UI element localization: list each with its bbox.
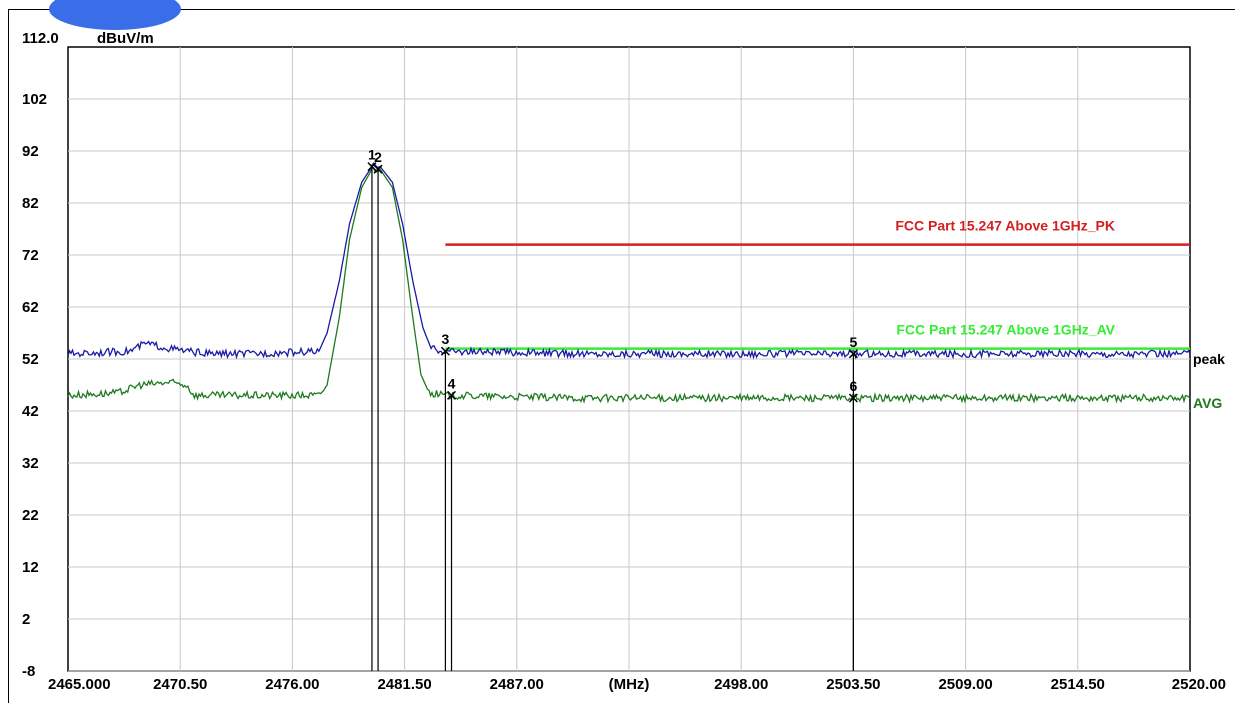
marker-label: 3 — [442, 331, 450, 347]
limit-line-label: FCC Part 15.247 Above 1GHz_AV — [896, 322, 1115, 338]
marker-cross — [373, 164, 383, 174]
series-label: peak — [1193, 351, 1225, 367]
y-tick-label: 72 — [22, 247, 39, 264]
x-tick-label: 2470.50 — [153, 676, 207, 693]
marker-cross — [367, 162, 377, 172]
grid — [68, 47, 1190, 672]
y-tick-label: 42 — [22, 403, 39, 420]
y-tick-label: -8 — [22, 663, 35, 680]
x-tick-label: 2476.00 — [265, 676, 319, 693]
x-tick-label: 2465.000 — [48, 676, 111, 693]
y-tick-label: 12 — [22, 559, 39, 576]
y-tick-label: 22 — [22, 507, 39, 524]
x-tick-label: 2514.50 — [1051, 676, 1105, 693]
marker-cross — [440, 346, 450, 356]
y-tick-label: 2 — [22, 611, 30, 628]
y-tick-label: 82 — [22, 195, 39, 212]
series-line-avg — [67, 166, 1191, 404]
marker-cross — [446, 390, 457, 400]
marker-label: 5 — [850, 334, 858, 350]
x-tick-label: 2509.00 — [938, 676, 992, 693]
marker-label: 4 — [448, 375, 456, 391]
chart-frame — [8, 0, 1235, 703]
marker-label: 2 — [374, 149, 382, 165]
y-top-label: 112.0 — [22, 30, 59, 47]
x-tick-label: 2487.00 — [490, 676, 544, 693]
marker-cross — [848, 349, 858, 359]
series-label: AVG — [1193, 395, 1222, 411]
markers: 12 3 4 5 6 — [367, 147, 858, 671]
y-tick-label: 62 — [22, 299, 39, 316]
marker-label: 1 — [368, 147, 376, 163]
series-lines: peak AVG — [67, 161, 1225, 411]
marker-label: 6 — [850, 378, 858, 394]
x-tick-label: 2481.50 — [377, 676, 431, 693]
y-tick-label: 32 — [22, 455, 39, 472]
x-tick-label: 2498.00 — [714, 676, 768, 693]
limit-lines: FCC Part 15.247 Above 1GHz_PK FCC Part 15… — [445, 218, 1190, 350]
limit-line-label: FCC Part 15.247 Above 1GHz_PK — [895, 218, 1115, 234]
x-tick-label: (MHz) — [609, 676, 650, 693]
x-axis-ticks: 2465.000 2470.50 2476.00 2481.50 2487.00 (MHz… — [48, 676, 1226, 693]
y-tick-label: 102 — [22, 91, 47, 108]
y-axis-unit-label: dBuV/m — [97, 30, 154, 47]
x-tick-label: 2503.50 — [826, 676, 880, 693]
x-tick-label: 2520.00 — [1172, 676, 1226, 693]
series-line-peak — [67, 161, 1191, 360]
y-axis-ticks: 102 92 82 72 62 52 42 32 22 12 2 -8 — [22, 91, 47, 680]
y-tick-label: 52 — [22, 351, 39, 368]
marker-cross — [848, 393, 858, 403]
y-tick-label: 92 — [22, 143, 39, 160]
